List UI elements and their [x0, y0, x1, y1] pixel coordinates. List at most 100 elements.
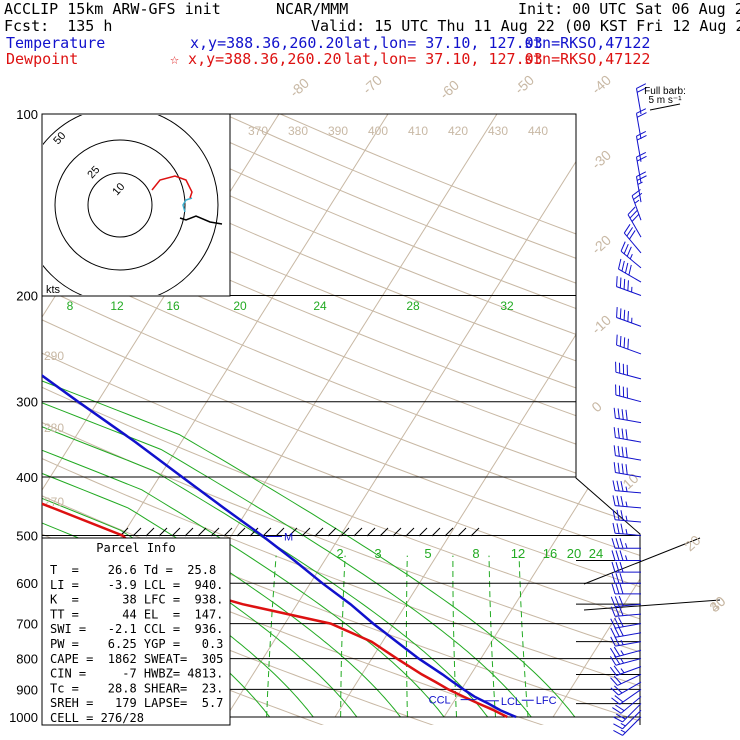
wind-barb — [613, 703, 642, 723]
dry-adiabat-line — [42, 114, 640, 725]
wind-barb — [612, 696, 642, 714]
dewpoint-station: stn=RKSO,47122 — [524, 50, 651, 68]
wind-barb-flag — [626, 246, 632, 257]
wind-barb-flag — [636, 112, 647, 118]
wind-barb-flag — [627, 206, 636, 215]
wind-barb-flag — [613, 407, 616, 419]
hatch-tick — [197, 527, 207, 537]
wind-barb-flag — [625, 409, 628, 421]
wind-barb — [613, 427, 642, 443]
wind-barb-flag — [618, 617, 624, 627]
wind-barb-shaft — [620, 250, 642, 269]
wind-barb-flag — [611, 573, 616, 584]
wind-barb-flag — [613, 729, 623, 736]
wind-barb-half-flag — [637, 181, 643, 185]
wind-barb-shaft — [616, 286, 642, 296]
wind-barb-flag — [611, 697, 621, 705]
mixing-ratio-line — [266, 555, 277, 718]
mixing-ratio-label: 5 — [424, 546, 431, 561]
wind-barb-flag — [621, 260, 625, 272]
wind-barb-flag — [627, 338, 629, 350]
wind-barb — [635, 83, 647, 115]
wind-barb-flag — [613, 445, 616, 456]
isotherm-label: -80 — [286, 75, 312, 101]
isotherm-label: 0 — [588, 398, 605, 415]
hodograph-units-label: kts — [46, 284, 61, 296]
wind-barb — [610, 626, 642, 638]
wind-barb-shaft — [615, 519, 642, 523]
mixing-ratio-line — [518, 555, 529, 718]
wind-barb — [635, 108, 647, 140]
wind-barb-shaft — [635, 88, 642, 115]
wind-barb-flag — [616, 523, 620, 534]
mixing-ratio-label: 8 — [472, 546, 479, 561]
barb-legend-shaft — [649, 103, 681, 111]
wind-barb — [613, 716, 642, 736]
frame-guide-line — [583, 599, 721, 611]
wind-barb-flag — [618, 605, 624, 616]
wind-barb-flag — [613, 675, 622, 685]
isotherm-line — [443, 114, 640, 718]
hodograph-rings — [43, 115, 219, 295]
wind-barb-flag — [620, 510, 624, 521]
wind-barb-half-flag — [620, 723, 626, 727]
wind-barb — [615, 384, 642, 403]
hatch-tick — [353, 527, 363, 537]
moist-adiabat-label: 12 — [110, 299, 124, 313]
hodograph-upper-trace — [151, 175, 193, 199]
wind-barb — [635, 151, 647, 183]
wind-barb-flag — [612, 509, 616, 520]
mixing-ratio-label: 24 — [589, 546, 603, 561]
hatch-tick — [405, 527, 415, 537]
wind-barb-half-flag — [625, 515, 628, 521]
parcel-info-frame — [41, 537, 231, 726]
isotherm-line — [334, 114, 640, 718]
wind-barb-flag — [628, 264, 632, 276]
wind-barb-flag — [614, 695, 624, 703]
dry-adiabat-line — [280, 114, 640, 725]
wind-barb-flag — [613, 723, 623, 730]
wind-barb-flag — [636, 171, 647, 177]
wind-barb-flag — [636, 175, 647, 181]
wind-barb-half-flag — [625, 486, 628, 492]
parcel-info-row: TT = 44 EL = 147. — [50, 607, 223, 621]
wind-barb — [610, 605, 642, 617]
wind-barb — [620, 241, 642, 269]
wind-barb-flag — [617, 258, 622, 270]
wind-barb-flag — [614, 627, 620, 637]
hatch-tick — [314, 527, 324, 537]
wind-barb-flag — [629, 230, 636, 240]
wind-barb-flag — [614, 617, 620, 628]
moist-adiabat-label: 32 — [500, 299, 514, 313]
hatch-tick — [145, 527, 155, 537]
wind-barb-flag — [620, 495, 624, 507]
hatch-tick — [418, 527, 428, 537]
wind-barb — [610, 595, 642, 607]
hatch-tick — [379, 527, 389, 537]
wind-barb-shaft — [615, 455, 642, 461]
wind-barb-flag — [614, 596, 620, 607]
parcel-info-row: SWI = -2.1 CCL = 936. — [50, 622, 223, 636]
wind-barb-flag — [623, 278, 626, 290]
wind-barb-flag — [614, 685, 623, 694]
sounding-annotations: ELMCCLLCLLFC — [265, 531, 557, 708]
isotherm-label: -10 — [588, 312, 614, 338]
wind-barb — [616, 276, 642, 296]
hatch-tick — [301, 527, 311, 537]
wind-barb-flag — [611, 538, 616, 549]
dry-adiabat-line — [42, 114, 640, 725]
wind-barb — [616, 334, 642, 355]
wind-barb — [610, 673, 642, 686]
valid-time: Valid: 15 UTC Thu 11 Aug 22 (00 KST Fri … — [311, 17, 740, 35]
wind-barb-flag — [616, 276, 618, 287]
init-time: Init: 00 UTC Sat 06 Aug 22 — [518, 0, 740, 18]
wind-barb-shaft — [615, 632, 642, 638]
wind-barb-shaft — [615, 417, 642, 424]
parcel-info-row: Tc = 28.8 SHEAR= 23. — [50, 681, 223, 695]
wind-barb-flag — [621, 463, 624, 474]
wind-barb-shaft — [615, 603, 642, 607]
wind-barb-flag — [615, 583, 620, 595]
wind-barb-flag — [633, 192, 643, 200]
mixing-ratio-label: 20 — [567, 546, 581, 561]
